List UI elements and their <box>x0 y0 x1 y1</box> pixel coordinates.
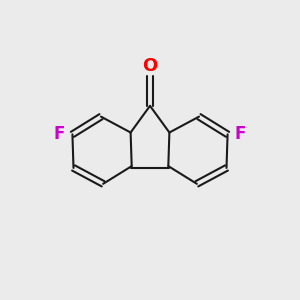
Text: O: O <box>142 57 158 75</box>
Text: F: F <box>54 125 65 143</box>
Text: F: F <box>235 125 246 143</box>
